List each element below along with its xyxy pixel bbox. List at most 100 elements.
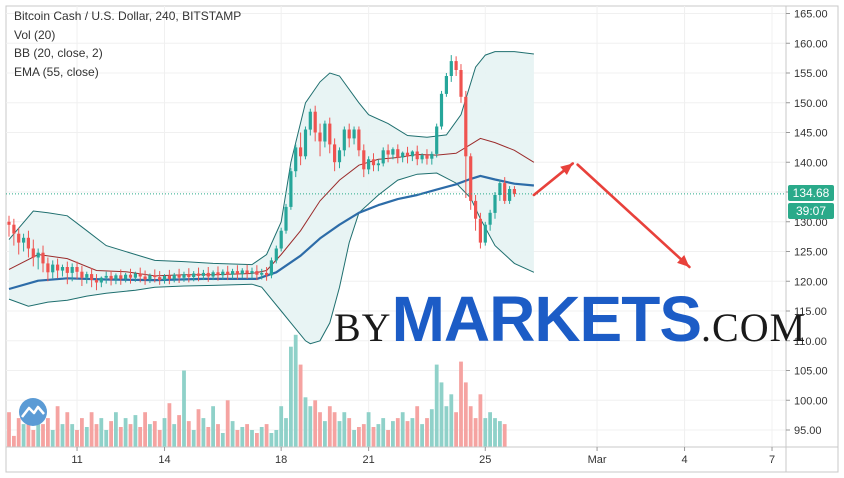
candle xyxy=(260,268,264,280)
candle-body xyxy=(46,263,50,273)
candle-body xyxy=(172,274,176,279)
arrow-shaft xyxy=(576,163,691,269)
candle-body xyxy=(508,189,512,201)
candles xyxy=(7,55,516,291)
candle-body xyxy=(109,275,113,280)
watermark-by: BY xyxy=(334,305,392,350)
candle xyxy=(503,177,507,204)
volume-bar xyxy=(206,427,211,447)
candle xyxy=(119,269,123,285)
candle xyxy=(245,264,249,279)
candle xyxy=(36,248,40,270)
candle xyxy=(410,150,414,162)
candle-body xyxy=(90,274,94,280)
candle xyxy=(192,271,196,282)
candle xyxy=(99,276,103,288)
candle xyxy=(323,120,327,148)
candle xyxy=(454,56,458,76)
candle-body xyxy=(167,275,171,279)
candle xyxy=(362,144,366,178)
candle-body xyxy=(284,206,288,231)
candle-body xyxy=(56,264,60,271)
candle-body xyxy=(177,274,181,278)
candle xyxy=(109,270,113,286)
candle-body xyxy=(124,274,128,279)
candle-body xyxy=(493,195,497,213)
chart-frame xyxy=(5,5,839,473)
bollinger-indicator-label[interactable]: BB (20, close, 2) xyxy=(14,46,103,60)
candle xyxy=(439,90,444,130)
candle xyxy=(425,149,429,165)
candle-body xyxy=(444,76,448,94)
candle xyxy=(211,270,215,281)
volume-bar xyxy=(303,397,308,447)
volume-bar xyxy=(21,424,26,447)
volume-bar xyxy=(410,418,415,447)
volume-bar xyxy=(395,418,400,447)
volume-bar xyxy=(366,412,371,447)
candle xyxy=(294,144,298,178)
forecast-arrow xyxy=(532,162,575,197)
candle xyxy=(94,274,99,291)
volume-bar xyxy=(434,364,439,447)
volume-bar xyxy=(216,424,220,447)
volume-indicator-label[interactable]: Vol (20) xyxy=(14,27,56,42)
candle xyxy=(138,267,142,283)
volume-bar xyxy=(347,418,352,447)
candle xyxy=(7,215,11,237)
volume-bar xyxy=(80,418,84,447)
candle-body xyxy=(41,252,45,264)
candle-body xyxy=(133,273,137,278)
candle-body xyxy=(342,129,346,151)
volume-bar xyxy=(332,412,337,447)
time-axis[interactable]: 11 14 18 21 25 Mar 4 7 xyxy=(71,447,775,466)
volume-bar xyxy=(172,424,177,447)
candle-body xyxy=(260,272,264,275)
candle xyxy=(104,271,108,284)
candle-body xyxy=(245,270,249,274)
candle xyxy=(420,153,424,164)
arrow-head xyxy=(560,163,573,176)
volume-bar xyxy=(162,418,167,447)
candle xyxy=(221,269,225,280)
candle-body xyxy=(104,275,108,278)
candle xyxy=(90,268,94,288)
tradingview-logo-icon[interactable] xyxy=(19,398,47,426)
symbol-title[interactable]: Bitcoin Cash / U.S. Dollar, 240, BITSTAM… xyxy=(14,9,242,23)
candle xyxy=(153,269,157,283)
candle xyxy=(269,257,273,279)
volume-bar xyxy=(220,433,225,447)
x-tick-label: 18 xyxy=(275,454,287,466)
candle xyxy=(158,271,162,285)
ema-indicator-label[interactable]: EMA (55, close) xyxy=(14,64,99,79)
volume-bar xyxy=(26,406,31,447)
candle-body xyxy=(308,111,312,130)
candle xyxy=(333,138,337,172)
candle xyxy=(80,265,84,286)
price-axis[interactable]: 165.00160.00155.00150.00145.00140.00135.… xyxy=(786,9,828,438)
candle-body xyxy=(362,150,366,170)
y-tick-label: 110.00 xyxy=(794,336,827,348)
volume-bar xyxy=(201,418,206,447)
candle-body xyxy=(454,61,458,70)
candle xyxy=(279,227,283,252)
candle xyxy=(308,108,312,136)
volume-bar xyxy=(488,412,492,447)
candle xyxy=(124,272,128,283)
bymarkets-watermark: BYMARKETS.COM xyxy=(334,282,806,356)
candle-body xyxy=(240,270,244,275)
candle-body xyxy=(512,189,516,194)
candle-body xyxy=(478,218,482,243)
candle-body xyxy=(36,252,40,258)
volume-bar xyxy=(429,409,434,447)
candle xyxy=(435,123,439,158)
watermark-markets: MARKETS xyxy=(391,283,702,355)
candle-body xyxy=(410,151,414,157)
volume-bar xyxy=(463,382,468,447)
candle xyxy=(17,227,21,255)
candle-body xyxy=(386,150,390,155)
candle-body xyxy=(347,129,351,139)
volume-bar xyxy=(138,427,143,447)
candle-body xyxy=(128,274,133,278)
candle-body xyxy=(80,271,84,278)
